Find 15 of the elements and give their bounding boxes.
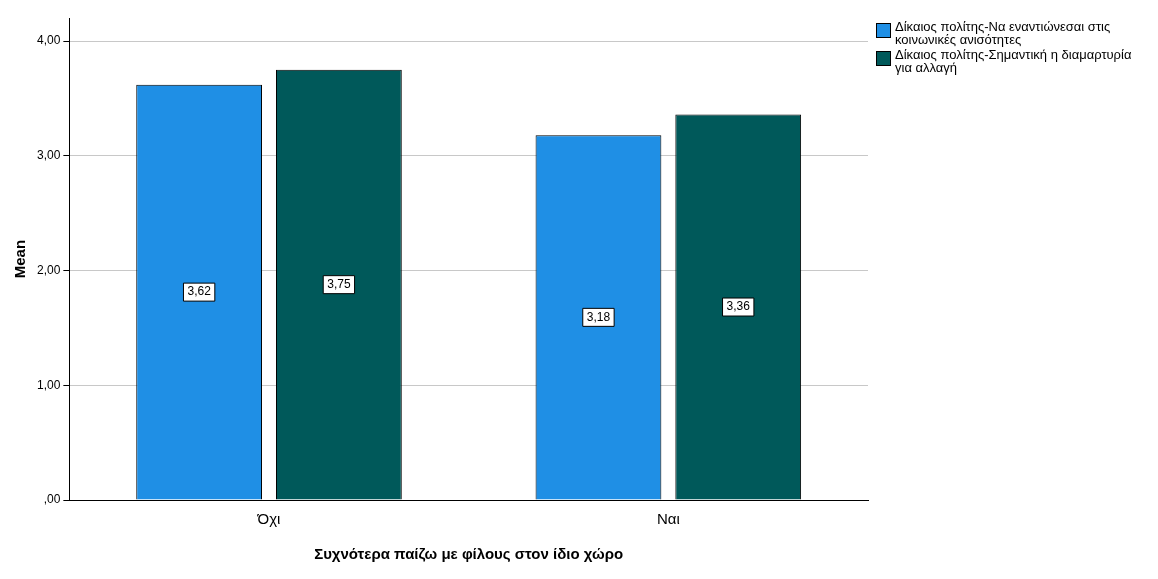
data-label: 3,36 — [726, 299, 751, 314]
data-label: 3,18 — [586, 309, 611, 324]
x-tick-label: Ναι — [656, 510, 680, 528]
data-label: 3,62 — [187, 284, 212, 299]
legend-label: Δίκαιος πολίτης-Σημαντική η διαμαρτυρία για αλλαγή — [895, 47, 1133, 75]
y-tick-label: ,00 — [43, 492, 61, 507]
y-tick-label: 3,00 — [37, 148, 61, 163]
x-axis-title: Συχνότερα παίζω με φίλους στον ίδιο χώρο — [314, 545, 624, 563]
x-tick-label: Όχι — [256, 510, 281, 528]
y-axis-title: Mean — [11, 239, 29, 279]
y-tick-label: 4,00 — [37, 33, 61, 48]
y-tick-label: 2,00 — [37, 262, 61, 277]
y-tick-label: 1,00 — [37, 377, 61, 392]
legend-label: Δίκαιος πολίτης-Να εναντιώνεσαι στις κοινωνικές ανισότητες — [895, 19, 1112, 47]
data-label: 3,75 — [327, 276, 351, 291]
